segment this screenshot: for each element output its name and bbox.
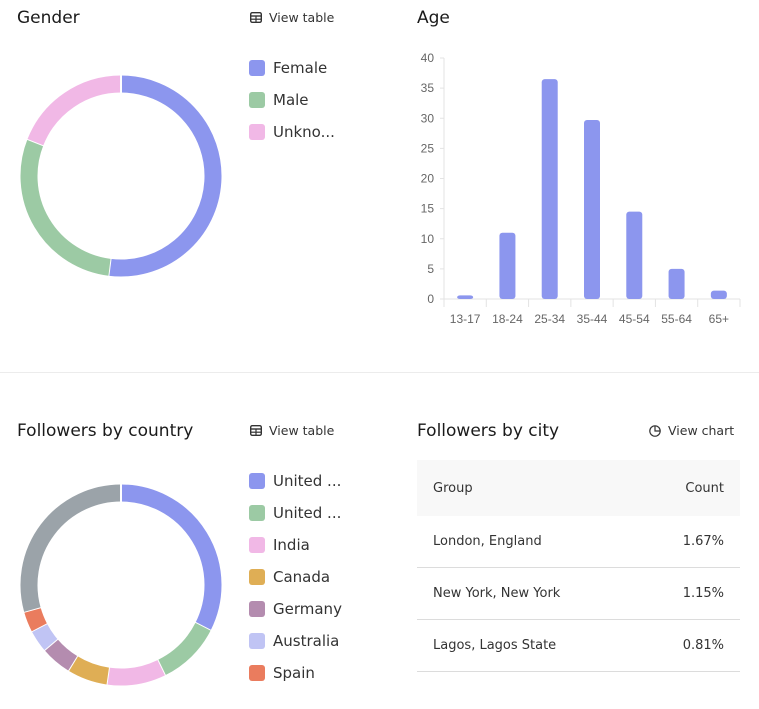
donut-slice[interactable] (20, 139, 111, 276)
legend-label: Germany (273, 599, 342, 618)
y-tick-label: 40 (421, 51, 435, 65)
legend-swatch (249, 472, 265, 489)
city-name: New York, New York (417, 567, 639, 620)
x-tick-label: 18-24 (492, 312, 523, 326)
legend-item[interactable]: India (249, 534, 342, 555)
y-tick-label: 0 (427, 292, 434, 306)
city-name: Lagos, Lagos State (417, 619, 639, 672)
legend-label: Canada (273, 567, 331, 586)
donut-slice[interactable] (24, 607, 47, 632)
gender-view-table-button[interactable]: View table (250, 10, 334, 25)
donut-slice[interactable] (106, 659, 165, 686)
city-title: Followers by city (417, 421, 560, 441)
city-count: 0.81% (638, 619, 740, 672)
age-bar-chart: 0 5 10 15 20 25 30 35 40 13-17 18-24 25-34 35-44 45-5… (421, 51, 741, 326)
x-tick-label: 13-17 (450, 312, 481, 326)
legend-swatch (249, 91, 265, 108)
y-tick-label: 15 (421, 202, 435, 216)
legend-label: Male (273, 90, 309, 109)
table-header-row: Group Count (417, 460, 740, 516)
country-view-table-button[interactable]: View table (250, 423, 334, 438)
y-tick-label: 10 (421, 232, 435, 246)
x-tick-label: 35-44 (577, 312, 608, 326)
legend-swatch (249, 59, 265, 76)
column-header-group: Group (417, 460, 639, 516)
legend-swatch (249, 123, 265, 140)
bar-35-44[interactable] (584, 120, 600, 300)
legend-item[interactable]: Male (249, 89, 335, 110)
legend-item[interactable]: Spain (249, 662, 342, 683)
donut-slice[interactable] (27, 75, 122, 146)
donut-slice[interactable] (157, 622, 211, 676)
x-tick-label: 25-34 (534, 312, 565, 326)
legend-label: United ... (273, 471, 342, 490)
legend-label: Unkno... (273, 122, 335, 141)
legend-label: Australia (273, 631, 340, 650)
y-tick-label: 20 (421, 172, 435, 186)
legend-swatch (249, 600, 265, 617)
slice-separator (43, 637, 59, 652)
gender-legend: Female Male Unkno... (249, 57, 335, 142)
bar-65+[interactable] (710, 290, 727, 299)
table-icon (250, 425, 262, 436)
x-tick-label: 55-64 (661, 312, 692, 326)
table-icon (250, 12, 262, 23)
city-name: London, England (417, 516, 639, 568)
legend-item[interactable]: Unkno... (249, 121, 335, 142)
y-tick-label: 35 (421, 81, 435, 95)
y-tick-label: 5 (427, 262, 434, 276)
legend-swatch (249, 568, 265, 585)
age-title: Age (417, 8, 450, 28)
legend-label: India (273, 535, 310, 554)
donut-slice[interactable] (20, 484, 122, 612)
section-divider (0, 372, 759, 373)
x-tick-label: 65+ (709, 312, 729, 326)
country-legend: United ... United ... India Canada Germany Au… (249, 470, 342, 683)
legend-swatch (249, 664, 265, 681)
legend-item[interactable]: Female (249, 57, 335, 78)
country-title: Followers by country (17, 421, 194, 441)
legend-item[interactable]: Germany (249, 598, 342, 619)
y-tick-label: 30 (421, 111, 435, 125)
donut-slice[interactable] (120, 484, 222, 631)
bar-45-54[interactable] (626, 211, 643, 299)
city-view-chart-button[interactable]: View chart (649, 423, 734, 438)
bar-25-34[interactable] (541, 79, 558, 300)
donut-slice[interactable] (108, 75, 222, 277)
legend-label: Spain (273, 663, 315, 682)
legend-swatch (249, 536, 265, 553)
bar-18-24[interactable] (499, 232, 516, 299)
gender-donut (20, 75, 222, 277)
y-tick-label: 25 (421, 141, 435, 155)
legend-swatch (249, 504, 265, 521)
legend-label: United ... (273, 503, 342, 522)
gender-title: Gender (17, 8, 80, 28)
table-row: New York, New York 1.15% (417, 567, 740, 620)
pie-chart-icon (649, 424, 661, 437)
bar-13-17[interactable] (457, 295, 474, 299)
legend-item[interactable]: United ... (249, 470, 342, 491)
city-table: Group Count London, England 1.67% New Yor… (417, 460, 740, 672)
table-row: Lagos, Lagos State 0.81% (417, 619, 740, 672)
x-tick-label: 45-54 (619, 312, 650, 326)
legend-item[interactable]: Australia (249, 630, 342, 651)
country-donut (20, 484, 222, 686)
country-view-table-label: View table (269, 423, 335, 438)
donut-slice[interactable] (31, 623, 58, 651)
legend-item[interactable]: Canada (249, 566, 342, 587)
city-count: 1.15% (638, 567, 740, 620)
gender-view-table-label: View table (269, 10, 335, 25)
city-view-chart-label: View chart (668, 423, 735, 438)
donut-slice[interactable] (44, 638, 78, 671)
legend-item[interactable]: United ... (249, 502, 342, 523)
column-header-count: Count (638, 460, 740, 516)
legend-swatch (249, 632, 265, 649)
table-row: London, England 1.67% (417, 516, 740, 568)
city-count: 1.67% (638, 516, 740, 568)
donut-slice[interactable] (68, 655, 110, 685)
legend-label: Female (273, 58, 328, 77)
bar-55-64[interactable] (668, 268, 685, 299)
